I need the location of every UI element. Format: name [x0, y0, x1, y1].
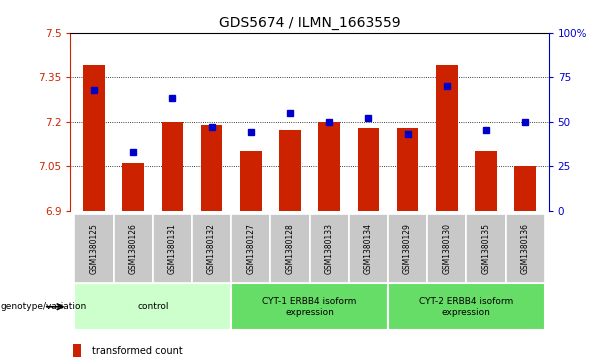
Bar	[466, 214, 506, 283]
Bar	[270, 214, 310, 283]
Bar	[74, 283, 231, 330]
Bar	[357, 127, 379, 211]
Bar	[74, 214, 113, 283]
Bar	[279, 130, 301, 211]
Bar	[73, 344, 82, 358]
Text: transformed count: transformed count	[92, 346, 183, 356]
Text: GSM1380132: GSM1380132	[207, 223, 216, 274]
Text: CYT-1 ERBB4 isoform
expression: CYT-1 ERBB4 isoform expression	[262, 297, 357, 317]
Bar	[162, 122, 183, 211]
Bar	[349, 214, 388, 283]
Bar	[123, 163, 144, 211]
Text: CYT-2 ERBB4 isoform
expression: CYT-2 ERBB4 isoform expression	[419, 297, 514, 317]
Bar	[310, 214, 349, 283]
Text: GSM1380125: GSM1380125	[89, 223, 99, 274]
Text: GSM1380131: GSM1380131	[168, 223, 177, 274]
Bar	[231, 214, 270, 283]
Bar	[153, 214, 192, 283]
Bar	[113, 214, 153, 283]
Bar	[192, 214, 231, 283]
Text: GSM1380129: GSM1380129	[403, 223, 412, 274]
Bar	[506, 214, 545, 283]
Title: GDS5674 / ILMN_1663559: GDS5674 / ILMN_1663559	[219, 16, 400, 30]
Bar	[388, 283, 545, 330]
Text: GSM1380133: GSM1380133	[325, 223, 333, 274]
Bar	[514, 166, 536, 211]
Text: GSM1380127: GSM1380127	[246, 223, 255, 274]
Bar	[240, 151, 262, 211]
Bar	[427, 214, 466, 283]
Bar	[388, 214, 427, 283]
Bar	[397, 127, 418, 211]
Text: GSM1380126: GSM1380126	[129, 223, 138, 274]
Bar	[201, 125, 223, 211]
Text: GSM1380128: GSM1380128	[286, 223, 294, 274]
Text: GSM1380134: GSM1380134	[364, 223, 373, 274]
Text: GSM1380135: GSM1380135	[481, 223, 490, 274]
Text: genotype/variation: genotype/variation	[1, 302, 87, 311]
Bar	[231, 283, 388, 330]
Bar	[318, 122, 340, 211]
Text: GSM1380136: GSM1380136	[520, 223, 530, 274]
Text: GSM1380130: GSM1380130	[442, 223, 451, 274]
Bar	[475, 151, 497, 211]
Text: control: control	[137, 302, 169, 311]
Bar	[436, 65, 457, 211]
Bar	[83, 65, 105, 211]
